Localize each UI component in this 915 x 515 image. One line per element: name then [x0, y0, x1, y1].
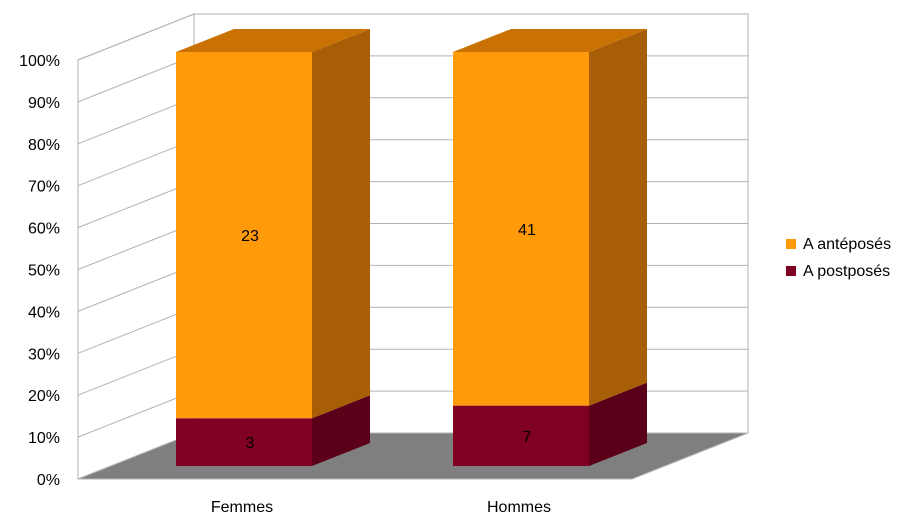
legend-label: A postposés [803, 263, 890, 280]
bar-segment [453, 29, 647, 406]
y-tick-label: 80% [28, 137, 60, 154]
y-tick-label: 40% [28, 304, 60, 321]
bar-segment [176, 395, 370, 466]
bar-front [176, 52, 312, 419]
y-tick-label: 70% [28, 179, 60, 196]
gridline [77, 13, 748, 61]
bar-top [176, 29, 370, 52]
bar-front [453, 52, 589, 406]
y-tick-label: 0% [37, 472, 60, 489]
y-tick-label: 20% [28, 388, 60, 405]
legend-item: A postposés [786, 263, 890, 280]
legend-swatch [786, 266, 796, 276]
x-axis-categories: Femmes Hommes [211, 499, 551, 515]
data-label: 23 [241, 228, 259, 245]
bar-segment [453, 382, 647, 466]
bars: 3 23 7 41 [176, 29, 647, 466]
legend-swatch [786, 239, 796, 249]
legend: A antéposés A postposés [786, 236, 891, 280]
bar-side [312, 29, 370, 419]
x-category-label: Hommes [487, 499, 551, 515]
y-tick-label: 50% [28, 263, 60, 280]
bar-side [589, 382, 647, 466]
y-tick-label: 90% [28, 95, 60, 112]
bar-front [453, 405, 589, 466]
legend-label: A antéposés [803, 236, 891, 253]
bar-side [312, 395, 370, 466]
data-label: 3 [246, 435, 255, 452]
y-axis-ticks: 0% 10% 20% 30% 40% 50% 60% 70% 80% 90% 100% [19, 53, 60, 489]
y-tick-label: 30% [28, 346, 60, 363]
x-category-label: Femmes [211, 499, 273, 515]
bar-side [589, 29, 647, 406]
y-tick-label: 60% [28, 221, 60, 238]
data-label: 41 [518, 222, 536, 239]
y-tick-label: 10% [28, 430, 60, 447]
legend-item: A antéposés [786, 236, 891, 253]
data-label: 7 [523, 429, 532, 446]
bar-top [453, 29, 647, 52]
bar-front [176, 418, 312, 466]
y-tick-label: 100% [19, 53, 60, 70]
bar-segment [176, 29, 370, 419]
